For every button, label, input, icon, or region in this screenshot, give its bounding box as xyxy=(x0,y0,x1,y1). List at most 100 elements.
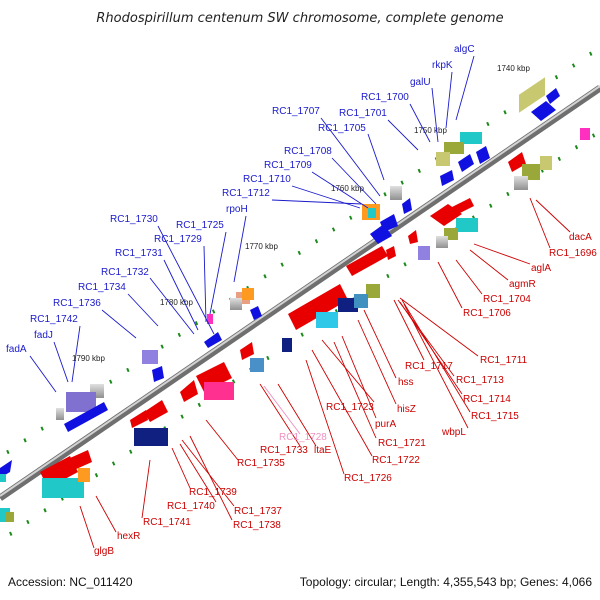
gene-label[interactable]: RC1_1731 xyxy=(115,248,163,259)
tick-mark xyxy=(177,332,181,338)
leader-line xyxy=(357,319,397,405)
tick-mark xyxy=(211,309,216,314)
map-title: Rhodospirillum centenum SW chromosome, c… xyxy=(96,11,503,26)
gene-label[interactable]: RC1_1708 xyxy=(284,146,332,157)
gene-label[interactable]: aglA xyxy=(531,263,551,274)
gene-label[interactable]: RC1_1715 xyxy=(471,411,519,422)
tick-mark xyxy=(126,367,130,373)
gene-label[interactable]: RC1_1722 xyxy=(372,455,420,466)
gene-arrow-blue xyxy=(402,198,412,214)
leader-line xyxy=(393,299,425,361)
tick-mark xyxy=(386,273,390,279)
gene-label[interactable]: glgB xyxy=(94,546,114,557)
leader-line xyxy=(331,157,377,205)
leader-line xyxy=(455,55,475,121)
gene-arrow-red xyxy=(144,400,168,422)
leader-line xyxy=(333,341,377,439)
tick-mark xyxy=(506,191,510,197)
tick-mark xyxy=(574,145,579,150)
gene-label[interactable]: RC1_1741 xyxy=(143,517,191,528)
gene-label[interactable]: RC1_1737 xyxy=(234,506,282,517)
leader-line xyxy=(431,87,439,143)
gene-label[interactable]: RC1_1709 xyxy=(264,160,312,171)
gene-block-steel xyxy=(354,294,368,308)
gene-label[interactable]: RC1_1705 xyxy=(318,123,366,134)
gene-block-orange xyxy=(78,468,90,482)
gene-label[interactable]: RC1_1712 xyxy=(222,188,270,199)
gene-label[interactable]: rpoH xyxy=(226,204,248,215)
gene-label[interactable]: RC1_1704 xyxy=(483,294,531,305)
label-leader-lines xyxy=(29,55,571,549)
gene-label[interactable]: RC1_1706 xyxy=(463,308,511,319)
leader-line xyxy=(101,309,137,339)
leader-line xyxy=(320,117,381,197)
gene-label[interactable]: dacA xyxy=(569,232,592,243)
gene-arrow-blue xyxy=(380,214,398,232)
gene-label[interactable]: purA xyxy=(375,419,396,430)
gene-label[interactable]: ltaE xyxy=(314,445,332,456)
gene-label[interactable]: RC1_1740 xyxy=(167,501,215,512)
gene-label[interactable]: hexR xyxy=(117,531,140,542)
genome-summary-text: Topology: circular; Length: 4,355,543 bp… xyxy=(300,575,593,589)
leader-line xyxy=(149,277,195,335)
gene-label[interactable]: RC1_1736 xyxy=(53,298,101,309)
gene-label[interactable]: algC xyxy=(454,44,475,55)
gene-label[interactable]: RC1_1723 xyxy=(326,402,374,413)
gene-label[interactable]: RC1_1713 xyxy=(456,375,504,386)
gene-label[interactable]: RC1_1710 xyxy=(243,174,291,185)
gene-label[interactable]: RC1_1739 xyxy=(189,487,237,498)
gene-arrow-red xyxy=(386,246,396,260)
gene-label-rna[interactable]: RC1_1728 xyxy=(279,432,327,443)
gene-label[interactable]: RC1_1734 xyxy=(78,282,126,293)
gene-label[interactable]: RC1_1730 xyxy=(110,214,158,225)
tick-mark xyxy=(194,321,199,326)
gene-label[interactable]: galU xyxy=(410,77,431,88)
tick-mark xyxy=(400,180,404,185)
gene-label[interactable]: RC1_1738 xyxy=(233,520,281,531)
gene-arrow-blue xyxy=(64,402,108,432)
tick-mark xyxy=(403,262,407,267)
leader-line xyxy=(127,293,159,327)
leader-line xyxy=(473,243,531,265)
gene-block-cyan xyxy=(368,208,376,218)
gene-block-magenta xyxy=(207,314,213,324)
gene-label[interactable]: fadA xyxy=(6,344,27,355)
gene-label[interactable]: RC1_1714 xyxy=(463,394,511,405)
gene-block-navy xyxy=(338,298,358,312)
gene-label[interactable]: RC1_1735 xyxy=(237,458,285,469)
gene-label[interactable]: rkpK xyxy=(432,60,453,71)
genome-backbone-highlight xyxy=(0,85,600,497)
gene-label[interactable]: hss xyxy=(398,377,414,388)
gene-label[interactable]: RC1_1696 xyxy=(549,248,597,259)
gene-label[interactable]: RC1_1701 xyxy=(339,108,387,119)
gene-label[interactable]: wbpL xyxy=(441,427,466,438)
tick-mark xyxy=(297,250,301,256)
gene-label[interactable]: RC1_1726 xyxy=(344,473,392,484)
tick-mark xyxy=(129,449,133,454)
gene-label[interactable]: RC1_1742 xyxy=(30,314,78,325)
gene-label[interactable]: RC1_1711 xyxy=(480,355,528,366)
gene-arrow-blue xyxy=(250,306,262,320)
gene-label[interactable]: RC1_1729 xyxy=(154,234,202,245)
leader-line xyxy=(409,103,431,143)
gene-label[interactable]: RC1_1725 xyxy=(176,220,224,231)
tick-mark xyxy=(111,461,116,466)
gene-label[interactable]: hisZ xyxy=(397,404,416,415)
leader-line xyxy=(401,299,471,413)
gene-label[interactable]: agmR xyxy=(509,279,536,290)
gene-arrow-red xyxy=(130,410,148,428)
gene-label[interactable]: RC1_1717 xyxy=(405,361,453,372)
tick-mark xyxy=(263,274,267,279)
gene-label[interactable]: RC1_1700 xyxy=(361,92,409,103)
gene-label[interactable]: RC1_1707 xyxy=(272,106,320,117)
gene-block-gray xyxy=(514,176,528,190)
gene-label[interactable]: fadJ xyxy=(34,330,53,341)
minus-strand-labels: dacA RC1_1696 aglA agmR RC1_1704 RC1_170… xyxy=(94,232,597,557)
leader-line xyxy=(399,297,479,357)
gene-block-gray xyxy=(230,298,242,310)
gene-label[interactable]: RC1_1732 xyxy=(101,267,149,278)
gene-label[interactable]: RC1_1733 xyxy=(260,445,308,456)
gene-label[interactable]: RC1_1721 xyxy=(378,438,426,449)
